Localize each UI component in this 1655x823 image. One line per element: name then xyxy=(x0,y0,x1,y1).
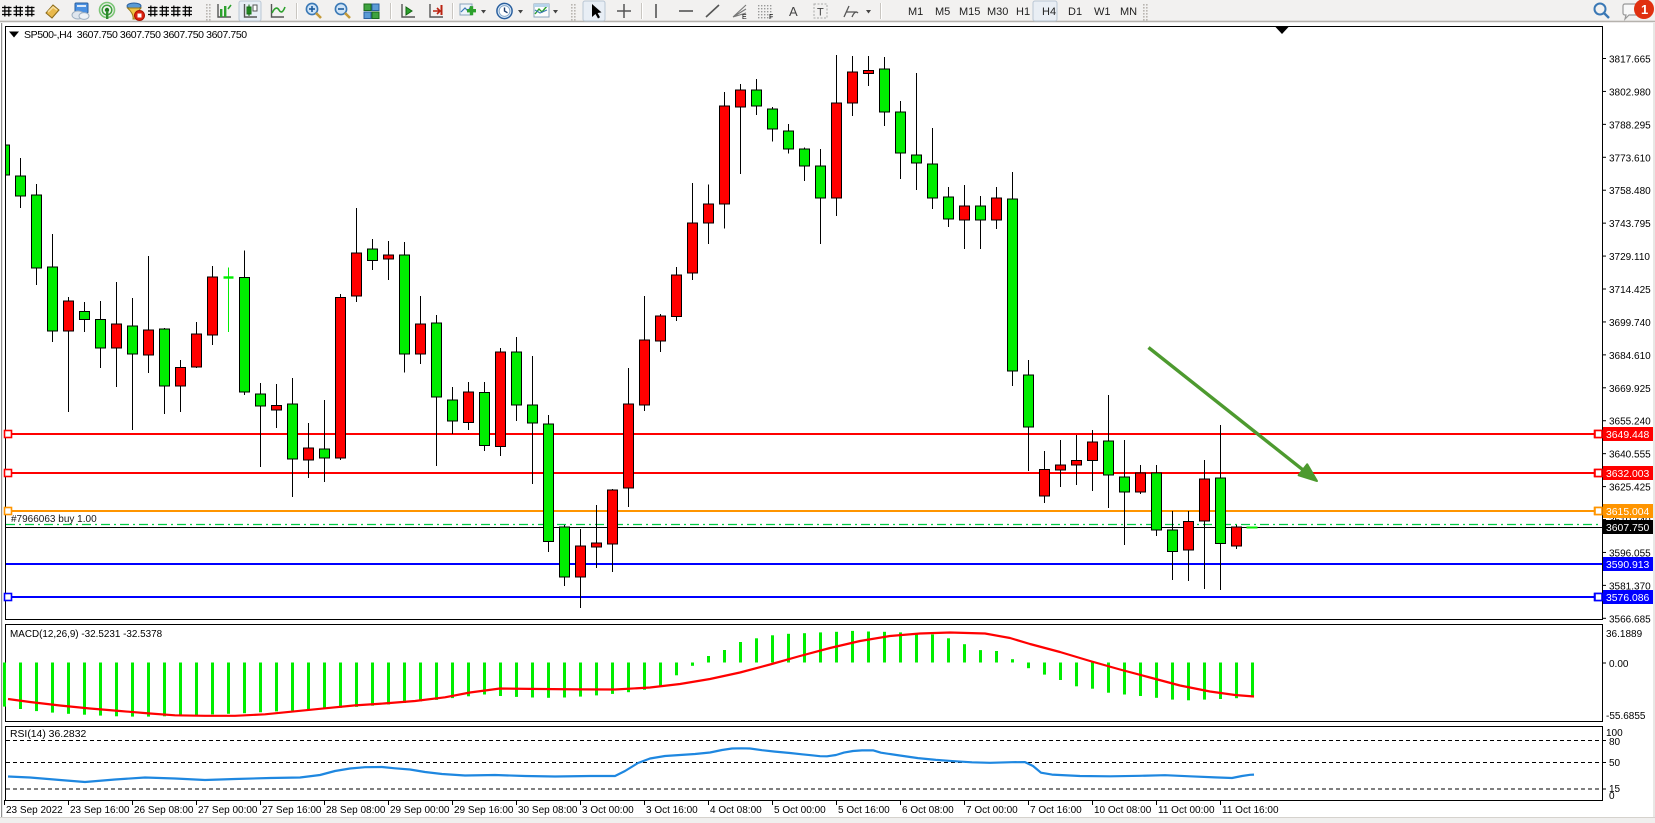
svg-text:3 Oct 16:00: 3 Oct 16:00 xyxy=(646,805,698,816)
svg-text:50: 50 xyxy=(1609,758,1621,769)
svg-text:0.00: 0.00 xyxy=(1609,659,1629,670)
svg-text:3566.685: 3566.685 xyxy=(1609,614,1651,625)
svg-text:27 Sep 16:00: 27 Sep 16:00 xyxy=(262,805,322,816)
svg-text:3758.480: 3758.480 xyxy=(1609,186,1651,197)
svg-text:F: F xyxy=(769,14,773,21)
svg-text:T: T xyxy=(817,7,824,19)
svg-text:3655.240: 3655.240 xyxy=(1609,417,1651,428)
svg-text:29 Sep 16:00: 29 Sep 16:00 xyxy=(454,805,514,816)
svg-text:36.1889: 36.1889 xyxy=(1606,629,1643,640)
svg-text:3714.425: 3714.425 xyxy=(1609,285,1651,296)
svg-text:3684.610: 3684.610 xyxy=(1609,351,1651,362)
svg-text:3 Oct 00:00: 3 Oct 00:00 xyxy=(582,805,634,816)
svg-text:3729.110: 3729.110 xyxy=(1609,252,1650,263)
svg-text:3607.750: 3607.750 xyxy=(1606,523,1650,534)
svg-text:11 Oct 00:00: 11 Oct 00:00 xyxy=(1158,805,1215,816)
svg-text:H1: H1 xyxy=(1016,6,1030,18)
svg-text:3802.980: 3802.980 xyxy=(1609,87,1651,98)
svg-text:-55.6855: -55.6855 xyxy=(1606,711,1646,722)
svg-text:5 Oct 00:00: 5 Oct 00:00 xyxy=(774,805,826,816)
svg-text:3581.370: 3581.370 xyxy=(1609,581,1651,592)
svg-text:27 Sep 00:00: 27 Sep 00:00 xyxy=(198,805,258,816)
svg-text:5 Oct 16:00: 5 Oct 16:00 xyxy=(838,805,890,816)
svg-text:4 Oct 08:00: 4 Oct 08:00 xyxy=(710,805,762,816)
svg-text:W1: W1 xyxy=(1094,6,1111,18)
svg-text:1: 1 xyxy=(1641,2,1648,17)
svg-text:3788.295: 3788.295 xyxy=(1609,120,1651,131)
svg-text:26 Sep 08:00: 26 Sep 08:00 xyxy=(134,805,194,816)
svg-text:23 Sep 16:00: 23 Sep 16:00 xyxy=(70,805,130,816)
svg-text:3596.055: 3596.055 xyxy=(1609,548,1651,559)
svg-text:A: A xyxy=(789,4,798,19)
svg-text:6 Oct 08:00: 6 Oct 08:00 xyxy=(902,805,954,816)
svg-text:80: 80 xyxy=(1609,737,1621,748)
svg-text:#7966063 buy 1.00: #7966063 buy 1.00 xyxy=(11,514,97,525)
svg-text:3773.610: 3773.610 xyxy=(1609,153,1651,164)
svg-text:E: E xyxy=(742,14,747,21)
svg-text:M1: M1 xyxy=(908,6,923,18)
svg-text:RSI(14) 36.2832: RSI(14) 36.2832 xyxy=(10,729,86,740)
svg-text:7 Oct 16:00: 7 Oct 16:00 xyxy=(1030,805,1082,816)
svg-text:3743.795: 3743.795 xyxy=(1609,219,1651,230)
svg-text:M5: M5 xyxy=(935,6,950,18)
svg-text:100: 100 xyxy=(1606,728,1623,739)
svg-text:30 Sep 08:00: 30 Sep 08:00 xyxy=(518,805,578,816)
svg-text:10 Oct 08:00: 10 Oct 08:00 xyxy=(1094,805,1152,816)
svg-text:3615.004: 3615.004 xyxy=(1606,507,1650,518)
svg-text:3590.913: 3590.913 xyxy=(1606,560,1650,571)
svg-text:3625.425: 3625.425 xyxy=(1609,483,1651,494)
svg-text:MN: MN xyxy=(1120,6,1137,18)
svg-text:28 Sep 08:00: 28 Sep 08:00 xyxy=(326,805,386,816)
svg-text:23 Sep 2022: 23 Sep 2022 xyxy=(6,805,63,816)
svg-text:3649.448: 3649.448 xyxy=(1606,430,1650,441)
svg-text:H4: H4 xyxy=(1042,6,1056,18)
svg-text:11 Oct 16:00: 11 Oct 16:00 xyxy=(1222,805,1279,816)
svg-text:M15: M15 xyxy=(959,6,980,18)
svg-text:3640.555: 3640.555 xyxy=(1609,450,1651,461)
svg-text:7 Oct 00:00: 7 Oct 00:00 xyxy=(966,805,1018,816)
svg-text:MACD(12,26,9) -32.5231 -32.537: MACD(12,26,9) -32.5231 -32.5378 xyxy=(10,629,163,640)
svg-text:3817.665: 3817.665 xyxy=(1609,55,1651,66)
svg-text:15: 15 xyxy=(1609,784,1621,795)
svg-text:M30: M30 xyxy=(987,6,1008,18)
svg-text:3669.925: 3669.925 xyxy=(1609,384,1651,395)
svg-text:3699.740: 3699.740 xyxy=(1609,318,1651,329)
svg-text:D1: D1 xyxy=(1068,6,1082,18)
svg-text:0: 0 xyxy=(1609,791,1615,802)
svg-text:SP500-,H4 3607.750 3607.750 3: SP500-,H4 3607.750 3607.750 3607.750 360… xyxy=(24,29,247,41)
svg-text:3576.086: 3576.086 xyxy=(1606,593,1650,604)
svg-text:3632.003: 3632.003 xyxy=(1606,469,1650,480)
svg-text:29 Sep 00:00: 29 Sep 00:00 xyxy=(390,805,450,816)
